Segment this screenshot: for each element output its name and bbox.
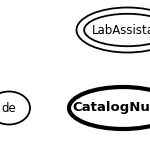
Text: de: de — [2, 102, 16, 114]
Text: CatalogNumb: CatalogNumb — [72, 102, 150, 114]
Text: LabAssistan: LabAssistan — [92, 24, 150, 36]
